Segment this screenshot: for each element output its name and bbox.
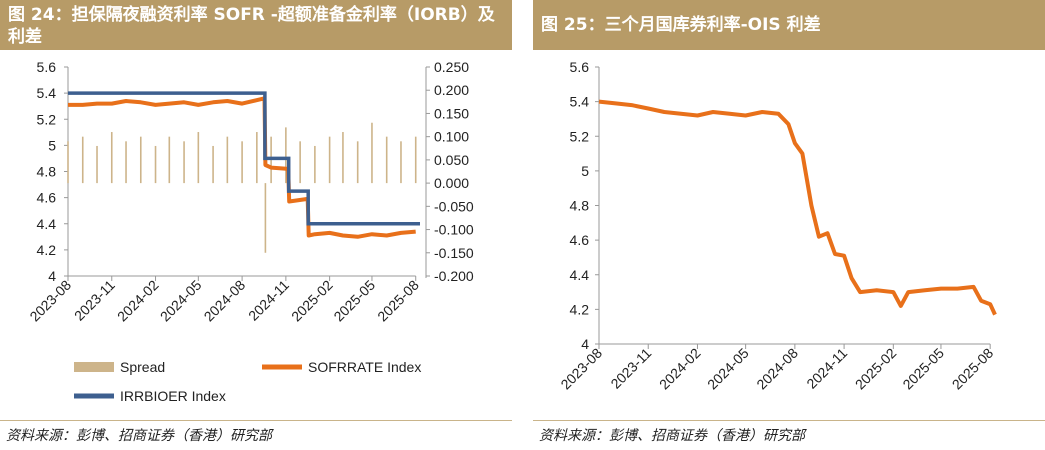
legend-label: SOFRRATE Index bbox=[308, 359, 421, 375]
x-tick-label: 2025-08 bbox=[949, 345, 997, 393]
y-left-tick-label: 4.2 bbox=[37, 242, 57, 258]
left-source-note: 资料来源：彭博、招商证券（香港）研究部 bbox=[6, 428, 272, 444]
x-tick-label: 2024-02 bbox=[114, 277, 162, 325]
y-left-tick-label: 4.4 bbox=[37, 216, 57, 232]
y-tick-label: 5.4 bbox=[570, 94, 590, 110]
x-tick-label: 2025-08 bbox=[374, 277, 422, 325]
right-chart-title: 图 25：三个月国库券利率-OIS 利差 bbox=[533, 0, 1045, 50]
y-tick-label: 4.8 bbox=[570, 198, 590, 214]
y-tick-label: 5.2 bbox=[570, 128, 590, 144]
x-tick-label: 2024-02 bbox=[656, 345, 704, 393]
y-right-tick-label: -0.100 bbox=[434, 222, 474, 238]
y-right-tick-label: 0.250 bbox=[434, 59, 469, 75]
y-left-tick-label: 4 bbox=[48, 268, 56, 284]
y-right-tick-label: 0.200 bbox=[434, 82, 469, 98]
x-tick-label: 2023-11 bbox=[607, 345, 654, 392]
y-left-tick-label: 4.6 bbox=[37, 190, 57, 206]
y-tick-label: 5.6 bbox=[570, 59, 590, 75]
legend-swatch-spread bbox=[74, 362, 114, 372]
y-right-tick-label: -0.150 bbox=[434, 245, 474, 261]
y-left-tick-label: 5.6 bbox=[37, 59, 57, 75]
legend-label: IRRBIOER Index bbox=[120, 388, 226, 404]
y-left-tick-label: 5.4 bbox=[37, 85, 57, 101]
right-source-note: 资料来源：彭博、招商证券（香港）研究部 bbox=[539, 428, 805, 444]
y-right-tick-label: -0.050 bbox=[434, 198, 474, 214]
legend-label: Spread bbox=[120, 359, 165, 375]
x-tick-label: 2025-05 bbox=[330, 277, 378, 325]
x-tick-label: 2023-11 bbox=[71, 277, 118, 324]
y-right-tick-label: 0.000 bbox=[434, 175, 469, 191]
x-tick-label: 2024-05 bbox=[704, 345, 752, 393]
y-tick-label: 5 bbox=[581, 163, 589, 179]
iorb-step-line bbox=[68, 91, 420, 226]
x-tick-label: 2024-08 bbox=[201, 277, 249, 325]
x-tick-label: 2025-02 bbox=[852, 345, 900, 393]
y-right-tick-label: 0.100 bbox=[434, 129, 469, 145]
y-left-tick-label: 5 bbox=[48, 137, 56, 153]
y-left-tick-label: 4.8 bbox=[37, 164, 57, 180]
x-tick-label: 2024-05 bbox=[157, 277, 205, 325]
sofr-iorb-chart: 5.6 5.4 5.2 5 4.8 4.6 4.4 4.2 4 0.250 0.200 0.150 0.… bbox=[26, 59, 474, 404]
x-tick-label: 2024-08 bbox=[753, 345, 801, 393]
x-tick-label: 2025-05 bbox=[899, 345, 947, 393]
footer-divider bbox=[533, 420, 1045, 421]
x-tick-label: 2024-11 bbox=[803, 345, 850, 392]
right-chart-panel: 图 25：三个月国库券利率-OIS 利差 5.6 5.4 5.2 5 4.8 4.6 4.4… bbox=[533, 0, 1045, 450]
chart-legend: Spread SOFRRATE Index IRRBIOER Index bbox=[74, 359, 421, 404]
y-right-tick-label: 0.150 bbox=[434, 105, 469, 121]
x-tick-label: 2025-02 bbox=[288, 277, 336, 325]
y-tick-label: 4.4 bbox=[570, 267, 590, 283]
y-tick-label: 4.6 bbox=[570, 232, 590, 248]
y-tick-label: 4.2 bbox=[570, 301, 590, 317]
y-left-tick-label: 5.2 bbox=[37, 111, 57, 127]
x-tick-label: 2024-11 bbox=[245, 277, 292, 324]
footer-divider bbox=[0, 420, 512, 421]
y-tick-label: 4 bbox=[581, 336, 589, 352]
y-right-tick-label: -0.200 bbox=[434, 268, 474, 284]
left-chart-title: 图 24：担保隔夜融资利率 SOFR -超额准备金利率（IORB）及利差 bbox=[0, 0, 512, 50]
tbill-ois-line bbox=[598, 99, 997, 316]
left-chart-panel: 图 24：担保隔夜融资利率 SOFR -超额准备金利率（IORB）及利差 5.6… bbox=[0, 0, 512, 450]
y-right-tick-label: 0.050 bbox=[434, 152, 469, 168]
